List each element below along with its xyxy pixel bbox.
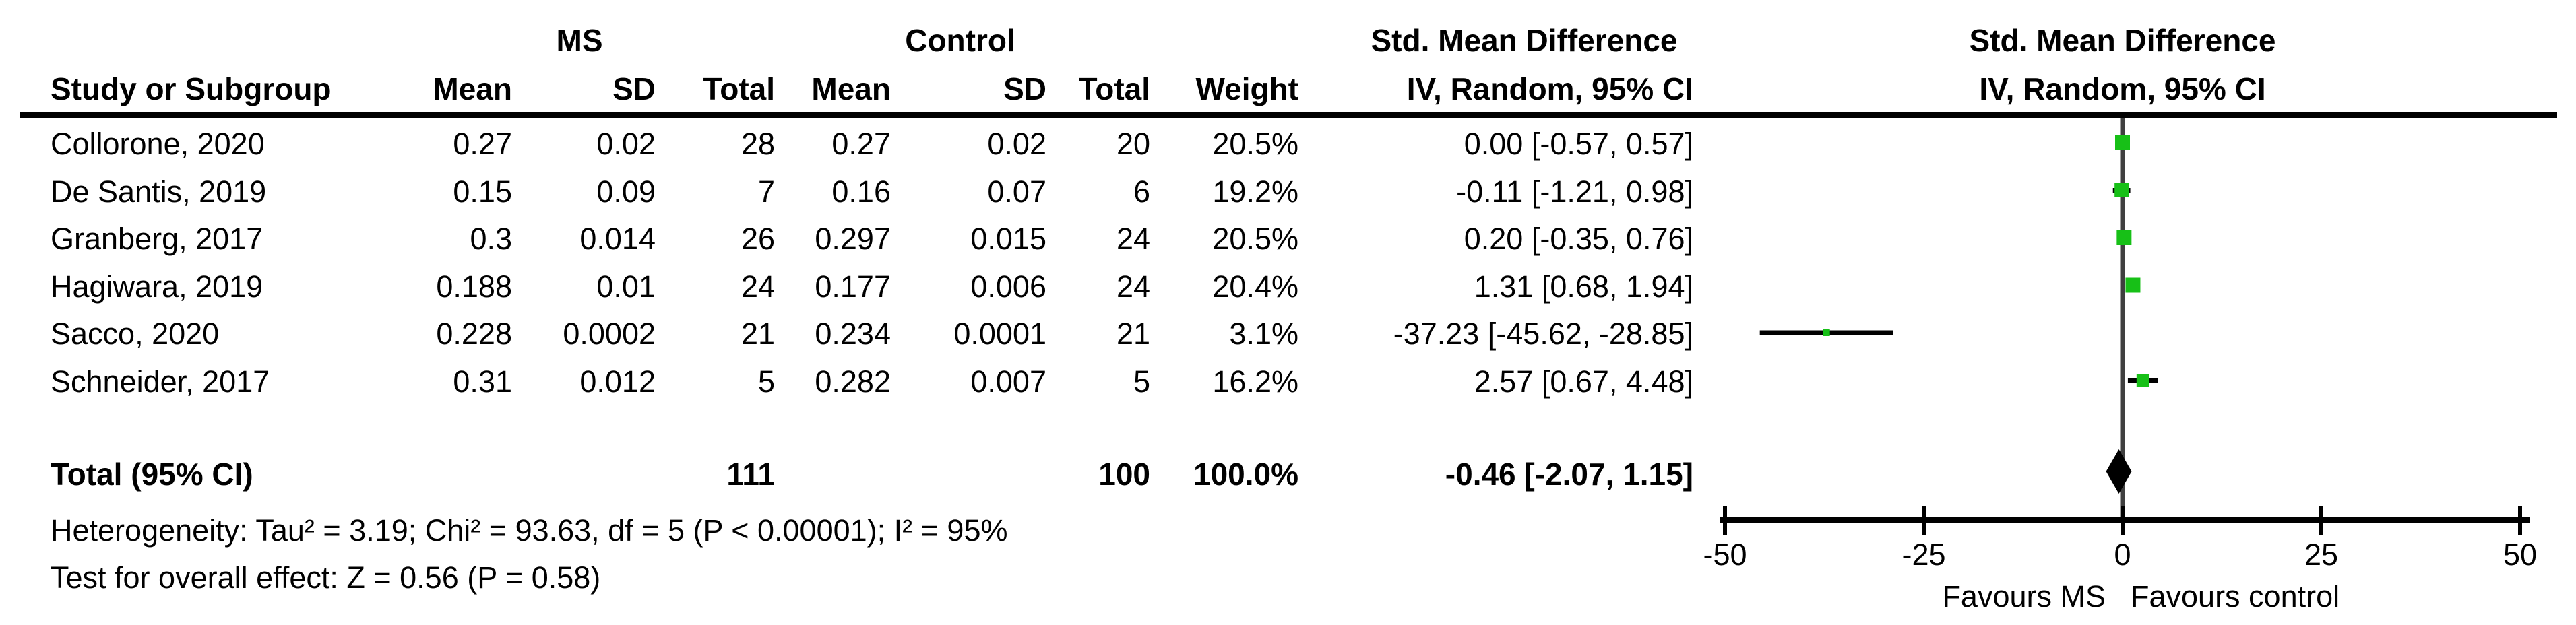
group-header-smd-text: Std. Mean Difference <box>1371 23 1678 58</box>
total-control-total: 100 <box>1098 457 1150 492</box>
ms-mean-value: 0.228 <box>436 317 512 351</box>
ci-text-value: -37.23 [-45.62, -28.85] <box>1393 317 1693 351</box>
ms-sd-value: 0.0002 <box>563 317 656 351</box>
ms-total-value: 26 <box>741 222 775 256</box>
weight-value: 16.2% <box>1212 364 1298 399</box>
overall-effect-test: Test for overall effect: Z = 0.56 (P = 0… <box>51 560 601 595</box>
col-header-control-mean: Mean <box>811 71 891 106</box>
control-total-value: 5 <box>1133 364 1150 399</box>
study-marker <box>2116 230 2132 245</box>
ms-mean-value: 0.27 <box>453 127 512 161</box>
ms-sd-value: 0.012 <box>579 364 656 399</box>
col-header-control-sd: SD <box>1003 71 1046 106</box>
ci-text-value: -0.11 [-1.21, 0.98] <box>1456 174 1693 209</box>
control-total-value: 6 <box>1133 174 1150 209</box>
heterogeneity-stats: Heterogeneity: Tau² = 3.19; Chi² = 93.63… <box>51 513 1008 548</box>
ms-sd-value: 0.01 <box>596 269 656 304</box>
col-header-weight: Weight <box>1195 71 1298 106</box>
favours-left-label: Favours MS <box>1942 579 2106 614</box>
control-mean-value: 0.234 <box>815 317 891 351</box>
axis-tick-label: -25 <box>1902 537 1946 572</box>
ms-total-value: 28 <box>741 127 775 161</box>
ms-mean-value: 0.31 <box>453 364 512 399</box>
ci-text-value: 1.31 [0.68, 1.94] <box>1474 269 1693 304</box>
study-marker <box>1823 329 1830 336</box>
axis-tick-label: 0 <box>2114 537 2131 572</box>
control-total-value: 21 <box>1116 317 1150 351</box>
group-header-control: Control <box>905 23 1015 58</box>
weight-value: 20.4% <box>1212 269 1298 304</box>
ms-sd-value: 0.09 <box>596 174 656 209</box>
ms-mean-value: 0.188 <box>436 269 512 304</box>
col-header-iv-random-text: IV, Random, 95% CI <box>1406 71 1693 106</box>
control-sd-value: 0.007 <box>970 364 1046 399</box>
total-effect-diamond <box>2106 449 2132 494</box>
control-mean-value: 0.297 <box>815 222 891 256</box>
col-header-study: Study or Subgroup <box>51 71 332 106</box>
ci-text-value: 2.57 [0.67, 4.48] <box>1474 364 1693 399</box>
weight-value: 20.5% <box>1212 222 1298 256</box>
ms-total-value: 24 <box>741 269 775 304</box>
weight-value: 3.1% <box>1229 317 1298 351</box>
total-ci: -0.46 [-2.07, 1.15] <box>1445 457 1693 492</box>
col-header-ms-total: Total <box>703 71 775 106</box>
ms-mean-value: 0.15 <box>453 174 512 209</box>
ms-total-value: 21 <box>741 317 775 351</box>
group-header-smd-plot: Std. Mean Difference <box>1969 23 2276 58</box>
control-sd-value: 0.07 <box>987 174 1046 209</box>
header-rule <box>20 112 2557 118</box>
total-ms-total: 111 <box>726 457 775 492</box>
group-header-ms: MS <box>556 23 603 58</box>
col-header-iv-random-plot: IV, Random, 95% CI <box>1979 71 2266 106</box>
study-label: De Santis, 2019 <box>51 174 267 209</box>
total-weight: 100.0% <box>1193 457 1298 492</box>
ms-total-value: 7 <box>757 174 775 209</box>
axis-tick-label: 25 <box>2304 537 2339 572</box>
favours-right-label: Favours control <box>2131 579 2340 614</box>
ci-text-value: 0.20 [-0.35, 0.76] <box>1464 222 1693 256</box>
control-sd-value: 0.015 <box>970 222 1046 256</box>
col-header-ms-mean: Mean <box>433 71 512 106</box>
control-mean-value: 0.282 <box>815 364 891 399</box>
study-label: Collorone, 2020 <box>51 127 265 161</box>
weight-value: 19.2% <box>1212 174 1298 209</box>
control-mean-value: 0.177 <box>815 269 891 304</box>
col-header-ms-sd: SD <box>612 71 656 106</box>
study-label: Sacco, 2020 <box>51 317 220 351</box>
study-label: Hagiwara, 2019 <box>51 269 263 304</box>
total-row-label: Total (95% CI) <box>51 457 253 492</box>
study-label: Granberg, 2017 <box>51 222 263 256</box>
control-total-value: 20 <box>1116 127 1150 161</box>
ci-text-value: 0.00 [-0.57, 0.57] <box>1464 127 1693 161</box>
control-sd-value: 0.0001 <box>953 317 1046 351</box>
control-mean-value: 0.27 <box>831 127 891 161</box>
study-marker <box>2114 183 2129 197</box>
col-header-control-total: Total <box>1078 71 1150 106</box>
ms-sd-value: 0.02 <box>596 127 656 161</box>
ms-sd-value: 0.014 <box>579 222 656 256</box>
axis-tick-label: 50 <box>2503 537 2538 572</box>
study-marker <box>2136 374 2149 387</box>
study-label: Schneider, 2017 <box>51 364 270 399</box>
study-marker <box>2115 135 2130 150</box>
study-marker <box>2125 277 2141 293</box>
control-mean-value: 0.16 <box>831 174 891 209</box>
ms-total-value: 5 <box>757 364 775 399</box>
control-sd-value: 0.006 <box>970 269 1046 304</box>
ms-mean-value: 0.3 <box>470 222 512 256</box>
control-sd-value: 0.02 <box>987 127 1046 161</box>
weight-value: 20.5% <box>1212 127 1298 161</box>
control-total-value: 24 <box>1116 269 1150 304</box>
control-total-value: 24 <box>1116 222 1150 256</box>
axis-tick-label: -50 <box>1703 537 1747 572</box>
